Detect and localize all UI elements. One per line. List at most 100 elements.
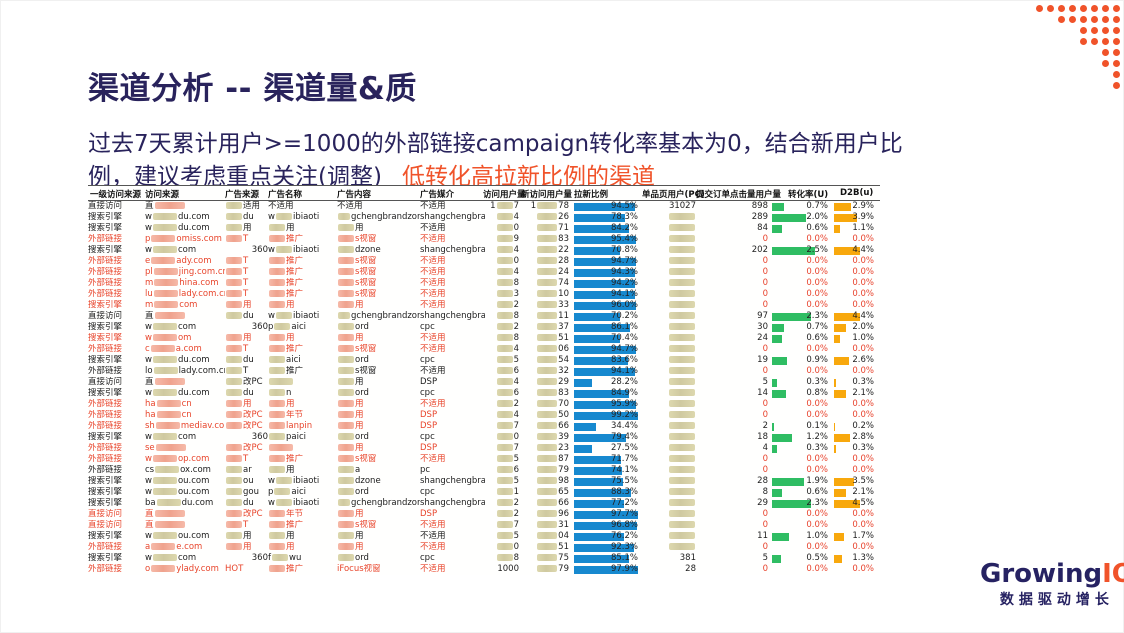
cell-d2b-bar: 0.0%	[852, 564, 874, 574]
cell-conversion-bar: 2.3%	[770, 311, 832, 322]
cell-new-visitors: 23	[522, 443, 572, 454]
cell-ad-content: 用	[337, 443, 420, 454]
cell-new-ratio-bar: 75.5%	[572, 476, 642, 487]
column-header: 拉新比例	[574, 190, 609, 200]
cell-ad-content: s视窗	[337, 278, 420, 289]
cell-conversion-bar: 1.9%	[770, 476, 832, 487]
cell-ad-content: s视窗	[337, 366, 420, 377]
cell-ad-medium: cpc	[420, 487, 435, 497]
cell-new-ratio-bar: 94.2%	[572, 278, 642, 289]
cell-source: 直	[145, 201, 225, 212]
cell-ad-name: 用	[268, 333, 337, 344]
cell-ad-content: s视窗	[337, 267, 420, 278]
cell-ad-name: 用	[268, 531, 337, 542]
cell-source-type: 搜索引擎	[88, 476, 123, 486]
cell-pc-product-users	[642, 498, 700, 509]
cell-order-clicks: 4	[762, 443, 768, 453]
cell-ad-content: 用	[337, 333, 420, 344]
cell-visitors: 0	[485, 432, 522, 443]
cell-ad-name: 推广	[268, 564, 337, 575]
cell-new-visitors: 51	[522, 333, 572, 344]
cell-visitors: 0	[485, 542, 522, 553]
cell-pc-product-users	[642, 366, 700, 377]
cell-source: pl jing.com.cn	[145, 267, 225, 277]
cell-new-ratio-bar: 84.2%	[572, 223, 642, 234]
cell-ad-medium: DSP	[420, 410, 438, 420]
cell-conversion-bar: 0.0%	[806, 542, 828, 552]
cell-conversion-bar: 0.6%	[770, 223, 832, 234]
cell-ad-name: 年节	[268, 509, 337, 520]
cell-order-clicks: 0	[762, 465, 768, 475]
column-header: 广告内容	[337, 190, 372, 200]
cell-visitors: 2	[485, 509, 522, 520]
cell-d2b-bar: 0.2%	[832, 421, 878, 432]
cell-source: m hina.com	[145, 278, 219, 288]
cell-source: 直	[145, 520, 225, 531]
table-row: 搜索引擎wcom360wibiaotidzoneshangchengbrand4…	[88, 245, 880, 256]
cell-pc-product-users	[642, 509, 700, 520]
cell-conversion-bar: 0.0%	[806, 300, 828, 310]
cell-pc-product-users	[642, 443, 700, 454]
cell-ad-source: 适用	[225, 201, 268, 212]
cell-visitors: 6	[485, 366, 522, 377]
cell-order-clicks: 97	[757, 311, 768, 321]
table-row: 搜索引擎 w com 360 p aici ord cpc 2 37 86.1% 30 0.7% 2.0%	[88, 322, 880, 333]
cell-ad-content: gchengbrandzone	[337, 498, 420, 509]
cell-pc-product-users	[642, 531, 700, 542]
cell-new-ratio-bar: 28.2%	[572, 377, 642, 388]
cell-ad-medium: cpc	[420, 388, 435, 398]
cell-new-ratio-bar: 92.3%	[572, 542, 642, 553]
cell-source-type: 直接访问	[88, 520, 123, 530]
cell-order-clicks: 14	[757, 388, 768, 398]
cell-ad-medium: 不适用	[420, 333, 446, 343]
cell-source-type: 外部链接	[88, 410, 123, 420]
cell-source-type: 外部链接	[88, 542, 123, 552]
cell-visitors: 5	[485, 355, 522, 366]
cell-ad-content: 用	[337, 377, 420, 388]
cell-conversion-bar: 0.1%	[770, 421, 832, 432]
cell-ad-name: n	[268, 388, 337, 399]
cell-source: c a.com	[145, 344, 202, 354]
cell-new-visitors: 22	[522, 245, 572, 256]
cell-d2b-bar: 0.0%	[852, 234, 874, 244]
cell-d2b-bar: 0.0%	[852, 454, 874, 464]
cell-pc-product-users	[642, 212, 700, 223]
cell-ad-name: 推广	[268, 366, 337, 377]
cell-ad-content: ord	[337, 432, 420, 443]
cell-ad-content: s视窗	[337, 234, 420, 245]
table-row: 外部链接 m hina.com T 推广 s视窗 不适用 8 74 94.2% 0 0.0% 0.0%	[88, 278, 880, 289]
cell-visitors: 7	[485, 421, 522, 432]
cell-new-ratio-bar: 71.7%	[572, 454, 642, 465]
cell-visitors: 4	[485, 377, 522, 388]
cell-ad-medium: pc	[420, 465, 431, 475]
cell-conversion-bar: 0.8%	[770, 388, 832, 399]
cell-new-ratio-bar: 94.5%	[572, 201, 642, 212]
cell-conversion-bar: 0.0%	[806, 267, 828, 277]
cell-source-type: 外部链接	[88, 289, 123, 299]
cell-source-type: 外部链接	[88, 399, 123, 409]
cell-d2b-bar: 3.5%	[832, 476, 878, 487]
table-body: 直接访问直适用 不适用 不适用 不适用 1 7 1 78 94.5% 31027 898 0.7% 2.…	[88, 201, 880, 575]
column-header: 提交订单点击量用户量	[696, 190, 782, 200]
growingio-logo: GrowingIO 数据驱动增长	[980, 560, 1124, 609]
cell-source: w com	[145, 432, 197, 442]
cell-ad-medium: 不适用	[420, 267, 446, 277]
cell-new-visitors: 66	[522, 498, 572, 509]
cell-new-ratio-bar: 70.8%	[572, 245, 642, 256]
cell-new-ratio-bar: 95.4%	[572, 234, 642, 245]
cell-visitors: 5	[485, 531, 522, 542]
table-row: 外部链接 w op.com T 推广 s视窗 不适用 5 87 71.7% 0 0.0% 0.0%	[88, 454, 880, 465]
cell-visitors: 6	[485, 465, 522, 476]
cell-order-clicks: 11	[757, 531, 768, 541]
cell-source: w ou.com	[145, 487, 210, 497]
cell-new-visitors: 06	[522, 344, 572, 355]
cell-ad-name: 用	[268, 399, 337, 410]
cell-d2b-bar: 4.5%	[832, 498, 878, 509]
cell-d2b-bar: 3.9%	[832, 212, 878, 223]
cell-ad-medium: 不适用	[420, 520, 446, 530]
cell-new-visitors: 28	[522, 256, 572, 267]
cell-pc-product-users: 381	[679, 553, 696, 563]
cell-conversion-bar: 0.6%	[770, 487, 832, 498]
